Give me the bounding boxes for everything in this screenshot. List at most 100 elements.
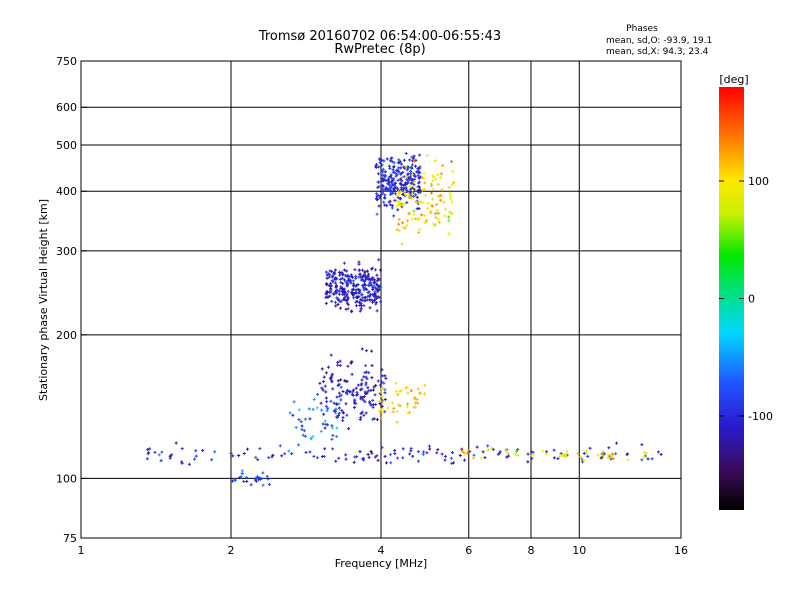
data-point [256, 458, 260, 462]
colorbar-tick-label: 0 [748, 293, 755, 306]
data-point [380, 394, 384, 398]
data-point [401, 183, 405, 187]
data-point [399, 172, 403, 176]
data-point [300, 427, 304, 431]
data-point [338, 273, 342, 277]
data-point [349, 360, 353, 364]
data-point [421, 452, 425, 456]
data-point [352, 401, 356, 405]
data-point [340, 270, 344, 274]
data-point [323, 426, 327, 430]
data-point [332, 271, 336, 275]
data-point [388, 453, 392, 457]
data-point [388, 159, 392, 163]
data-point [333, 281, 337, 285]
data-point [563, 453, 567, 457]
data-point [393, 448, 397, 452]
data-point [402, 175, 406, 179]
data-point [338, 359, 342, 363]
data-point [334, 459, 338, 463]
data-point [481, 450, 485, 454]
data-point [345, 284, 349, 288]
data-point [372, 294, 376, 298]
data-point [378, 284, 382, 288]
data-point [403, 190, 407, 194]
data-point [332, 292, 336, 296]
data-point [423, 383, 427, 387]
data-point [417, 169, 421, 173]
data-point [254, 479, 258, 483]
data-point [350, 291, 354, 295]
data-point [430, 204, 434, 208]
data-point [371, 276, 375, 280]
data-point [433, 159, 437, 163]
x-tick-label: 1 [78, 544, 85, 557]
data-point [419, 213, 423, 217]
chart-subtitle: RwPretec (8p) [334, 42, 425, 57]
data-point [352, 460, 356, 464]
data-point [370, 451, 374, 455]
data-point [337, 391, 341, 395]
data-point [377, 180, 381, 184]
data-point [422, 176, 426, 180]
data-point [410, 217, 414, 221]
data-point [366, 269, 370, 273]
data-point [404, 181, 408, 185]
data-point [420, 188, 424, 192]
data-point [376, 277, 380, 281]
data-point [240, 471, 244, 475]
data-point [336, 302, 340, 306]
data-point [361, 283, 365, 287]
data-point [231, 479, 235, 483]
data-point [580, 457, 584, 461]
data-point [330, 424, 334, 428]
data-point [466, 451, 470, 455]
data-point [360, 378, 364, 382]
data-point [351, 287, 355, 291]
data-point [397, 229, 401, 233]
data-point [345, 301, 349, 305]
data-point [345, 413, 349, 417]
data-point [318, 381, 322, 385]
data-point [356, 383, 360, 387]
data-point [359, 397, 363, 401]
data-point [415, 170, 419, 174]
data-point [410, 196, 414, 200]
data-point [347, 427, 351, 431]
data-point [407, 192, 411, 196]
data-point [357, 300, 361, 304]
data-point [229, 451, 233, 455]
data-point [324, 390, 328, 394]
data-point [346, 307, 350, 311]
data-point [415, 189, 419, 193]
data-point [245, 447, 249, 451]
data-point [335, 426, 339, 430]
data-point [403, 182, 407, 186]
data-point [340, 276, 344, 280]
data-point [300, 424, 304, 428]
data-point [418, 165, 422, 169]
data-point [529, 450, 533, 454]
data-point [267, 482, 271, 486]
data-point [406, 411, 410, 415]
data-point [378, 268, 382, 272]
data-point [565, 449, 569, 453]
data-point [294, 426, 298, 430]
data-point [329, 282, 333, 286]
data-point [601, 450, 605, 454]
data-point [389, 173, 393, 177]
data-point [440, 452, 444, 456]
data-point [354, 304, 358, 308]
x-axis-ticks: 1 2 4 6 8 10 16 [78, 544, 689, 557]
data-point [265, 474, 269, 478]
data-point [323, 419, 327, 423]
data-point [405, 405, 409, 409]
data-point [379, 390, 383, 394]
data-point [333, 268, 337, 272]
data-point [395, 199, 399, 203]
stats-line-o: mean, sd,O: -93.9, 19.1 [606, 36, 712, 46]
x-tick-label: 10 [572, 544, 586, 557]
colorbar-tick-label: -100 [748, 410, 773, 423]
data-point [352, 388, 356, 392]
data-point [194, 454, 198, 458]
